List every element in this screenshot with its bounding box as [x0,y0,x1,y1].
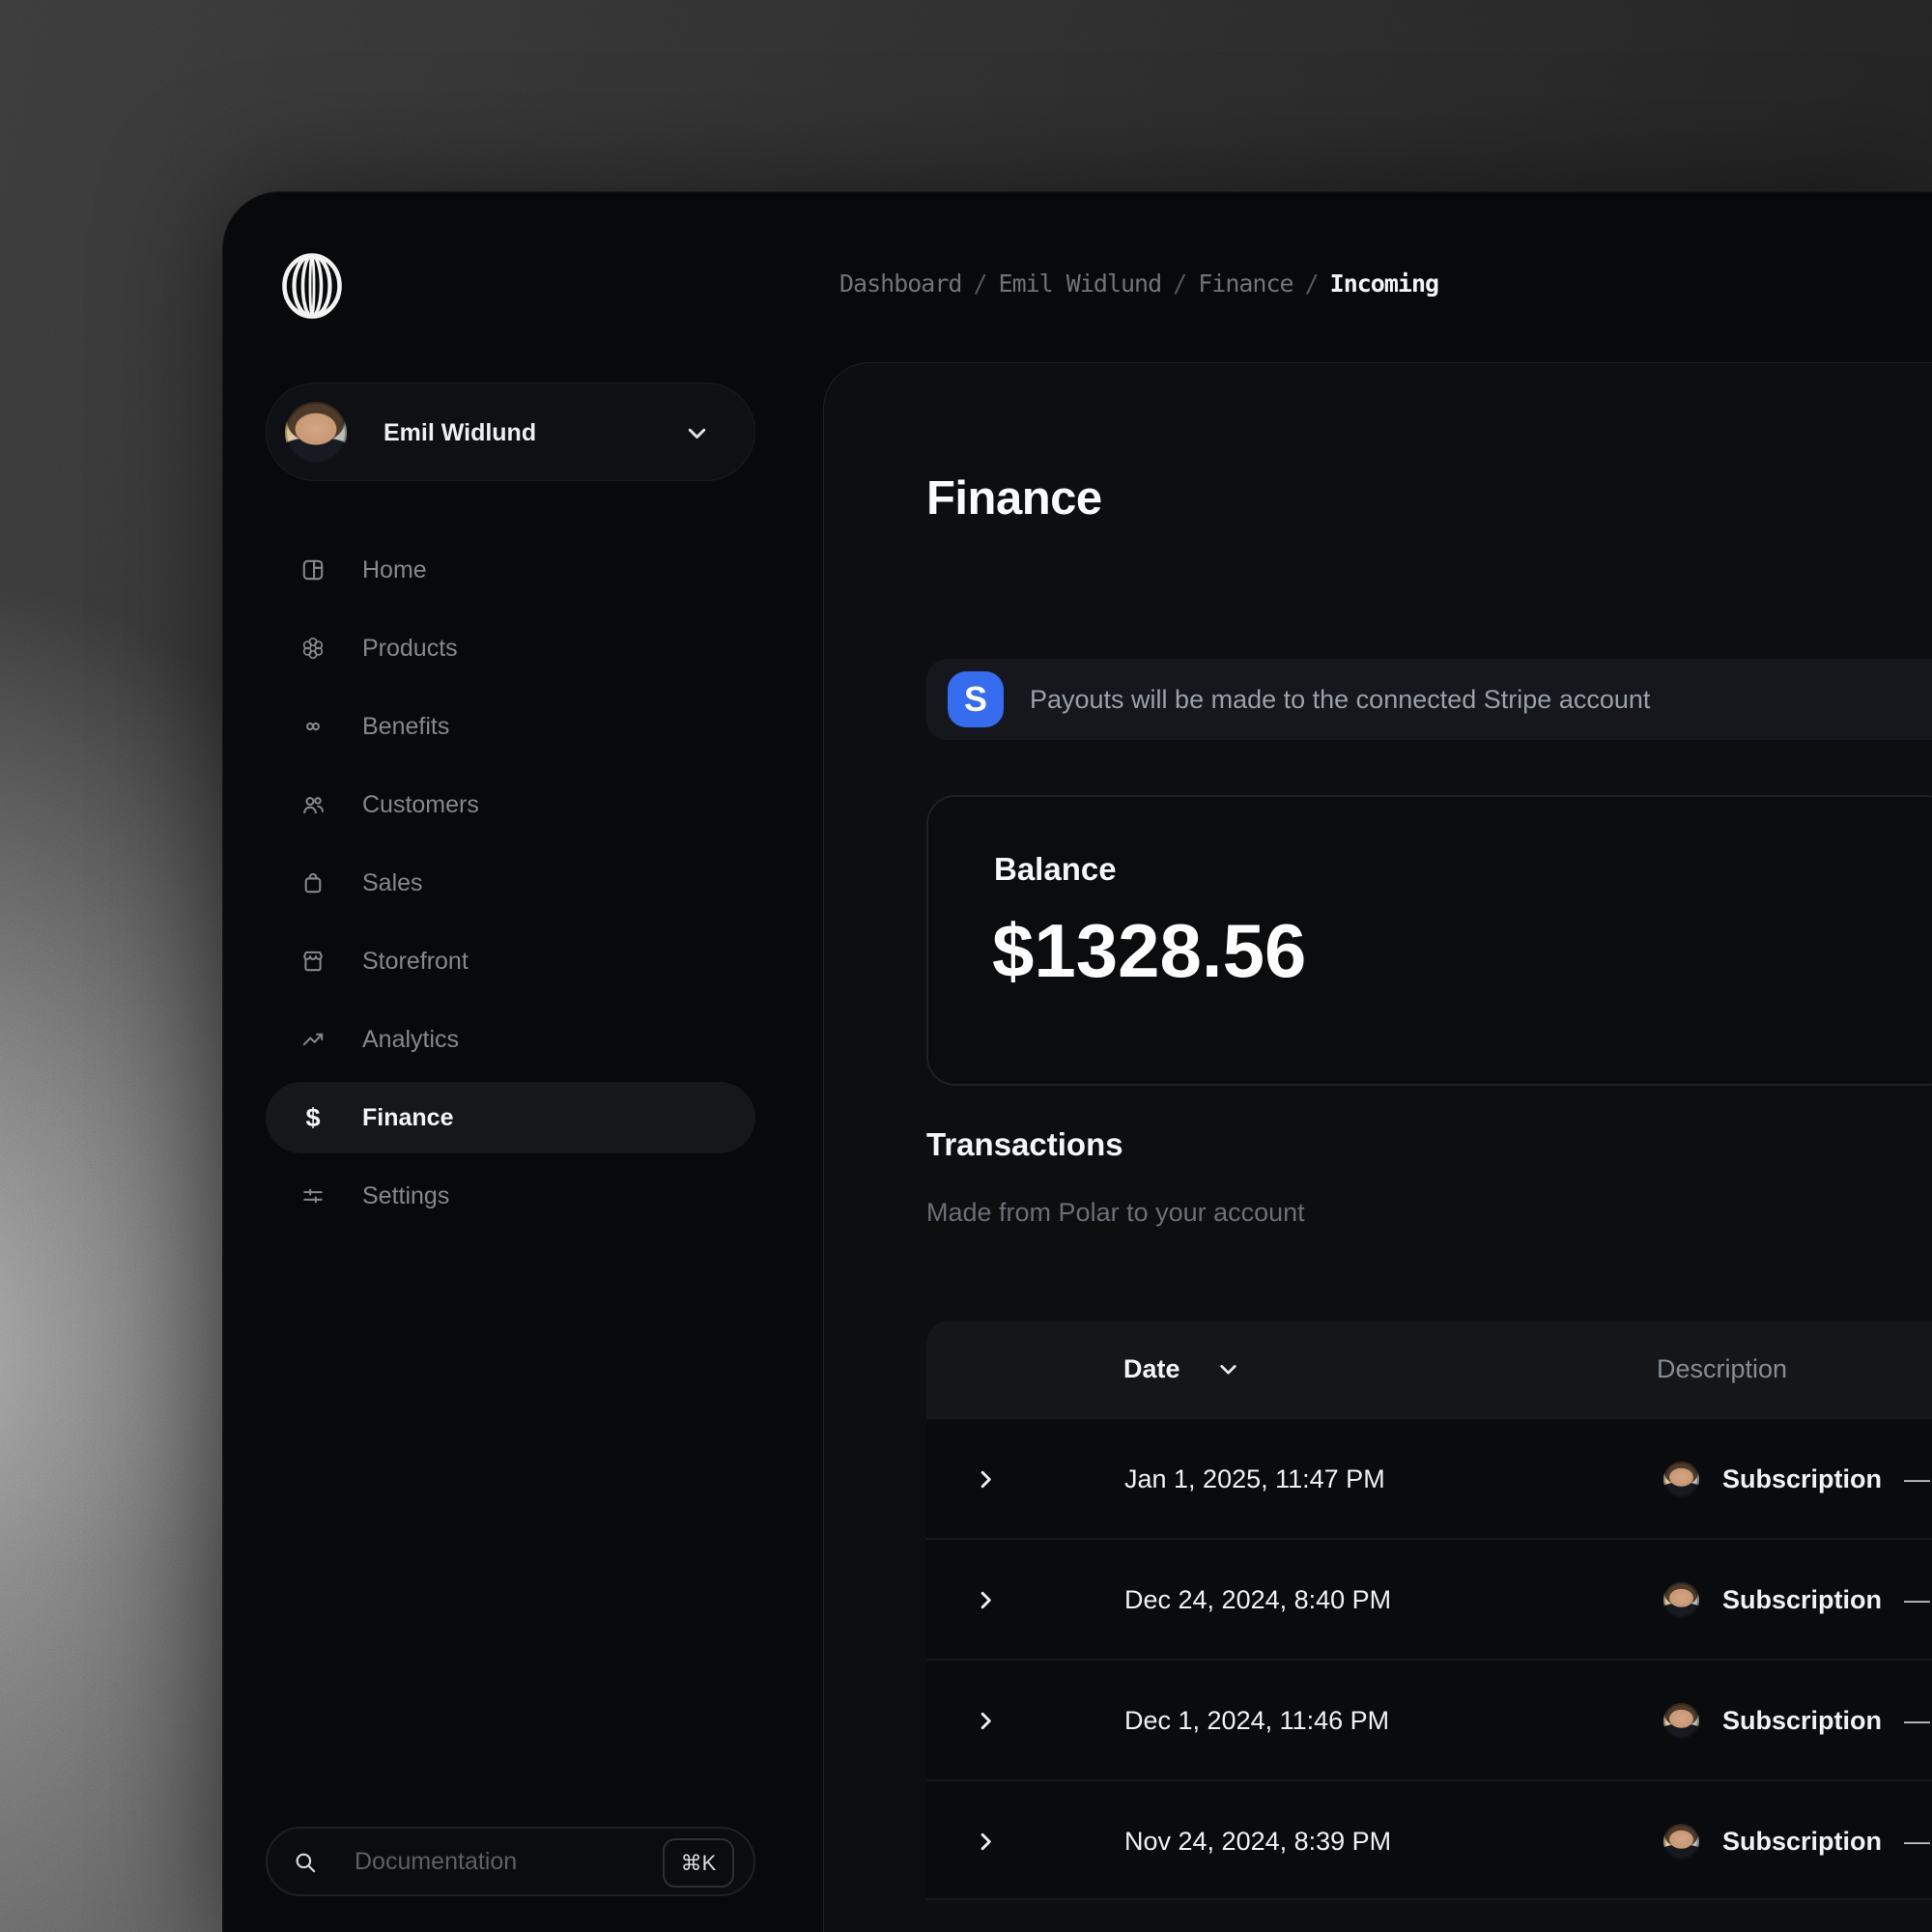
transaction-date: Jan 1, 2025, 11:47 PM [1124,1464,1385,1493]
customer-avatar [1663,1582,1699,1618]
main-panel: Finance S Payouts will be made to the co… [823,362,1932,1932]
breadcrumb-current: Incoming [1329,270,1439,298]
breadcrumb-separator: / [1304,270,1320,298]
transaction-amount-dash: — [1904,1464,1930,1493]
sidebar-item-analytics[interactable]: Analytics [266,1004,755,1075]
products-icon [300,636,326,661]
documentation-search[interactable]: ⌘K [266,1827,755,1896]
page-title: Finance [926,472,1102,525]
sidebar-item-sales[interactable]: Sales [266,847,755,919]
sidebar-item-products[interactable]: Products [266,612,755,684]
user-avatar [285,402,347,464]
customer-avatar [1663,1824,1699,1860]
table-row[interactable]: Jan 1, 2025, 11:47 PM Subscription — [926,1417,1932,1538]
transaction-amount-dash: — [1904,1585,1930,1614]
sidebar-item-benefits[interactable]: Benefits [266,691,755,762]
transaction-amount-dash: — [1904,1827,1930,1856]
transaction-description: Subscription [1722,1585,1883,1614]
chevron-right-icon [975,1831,997,1853]
shortcut-badge: ⌘K [663,1838,734,1888]
storefront-icon [300,949,326,974]
documentation-search-input[interactable] [353,1829,594,1894]
table-body: Jan 1, 2025, 11:47 PM Subscription — Dec… [926,1417,1932,1900]
stripe-banner: S Payouts will be made to the connected … [926,659,1932,740]
breadcrumb-item-dashboard[interactable]: Dashboard [839,270,962,298]
sales-icon [300,870,326,895]
user-name: Emil Widlund [384,419,537,446]
table-row[interactable]: Nov 24, 2024, 8:39 PM Subscription — [926,1779,1932,1900]
transactions-subheading: Made from Polar to your account [926,1198,1305,1227]
breadcrumb: Dashboard / Emil Widlund / Finance / Incoming [839,270,1439,298]
sidebar-item-home[interactable]: Home [266,534,755,606]
analytics-icon [300,1027,326,1052]
breadcrumb-separator: / [1173,270,1187,298]
customers-icon [300,792,326,817]
column-header-description[interactable]: Description [1657,1354,1788,1383]
benefits-icon [300,714,326,739]
chevron-right-icon [975,1710,997,1732]
transaction-amount-dash: — [1904,1706,1930,1735]
chevron-right-icon [975,1468,997,1491]
sidebar-item-finance[interactable]: $ Finance [266,1082,755,1153]
column-header-date[interactable]: Date [1123,1354,1180,1383]
breadcrumb-separator: / [973,270,987,298]
sidebar-item-storefront[interactable]: Storefront [266,925,755,997]
balance-amount: $1328.56 [992,908,1307,993]
breadcrumb-item-user[interactable]: Emil Widlund [998,270,1163,298]
settings-icon [300,1183,326,1208]
table-row[interactable]: Dec 24, 2024, 8:40 PM Subscription — [926,1538,1932,1659]
transactions-heading: Transactions [926,1126,1123,1162]
breadcrumb-item-finance[interactable]: Finance [1198,270,1293,298]
app-window: Dashboard / Emil Widlund / Finance / Incoming … [222,191,1932,1932]
customer-avatar [1663,1462,1699,1497]
chevron-down-icon [1216,1357,1240,1381]
chevron-right-icon [975,1589,997,1611]
sidebar-item-customers[interactable]: Customers [266,769,755,840]
sidebar-nav: Home Products Benefits Customers Sales S… [266,534,755,1238]
transaction-description: Subscription [1722,1827,1883,1856]
dollar-icon: $ [305,1103,321,1132]
stripe-icon: S [948,671,1004,727]
search-icon [293,1850,318,1875]
user-selector[interactable]: Emil Widlund [266,383,755,481]
stripe-banner-text: Payouts will be made to the connected St… [1030,685,1651,714]
transaction-date: Nov 24, 2024, 8:39 PM [1124,1827,1392,1856]
transaction-description: Subscription [1722,1706,1883,1735]
transaction-date: Dec 1, 2024, 11:46 PM [1124,1706,1390,1735]
balance-card: Balance $1328.56 [926,795,1932,1086]
transaction-description: Subscription [1722,1464,1883,1493]
transaction-date: Dec 24, 2024, 8:40 PM [1124,1585,1392,1614]
chevron-down-icon [684,420,710,446]
polar-logo[interactable] [281,252,343,320]
home-icon [300,557,326,582]
table-row[interactable]: Dec 1, 2024, 11:46 PM Subscription — [926,1659,1932,1779]
transactions-table: Date Description Jan 1, 2025, 11:47 PM S… [926,1321,1932,1900]
sidebar-item-settings[interactable]: Settings [266,1160,755,1232]
table-header: Date Description [926,1321,1932,1417]
balance-label: Balance [994,851,1117,887]
customer-avatar [1663,1703,1699,1739]
